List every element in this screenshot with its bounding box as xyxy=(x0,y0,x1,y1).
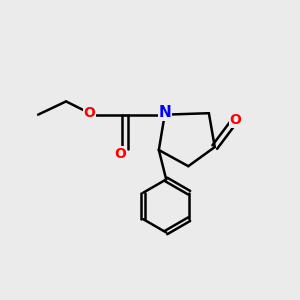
Text: N: N xyxy=(158,105,171,120)
Text: O: O xyxy=(115,147,127,161)
Text: O: O xyxy=(230,113,241,127)
Text: O: O xyxy=(84,106,96,120)
